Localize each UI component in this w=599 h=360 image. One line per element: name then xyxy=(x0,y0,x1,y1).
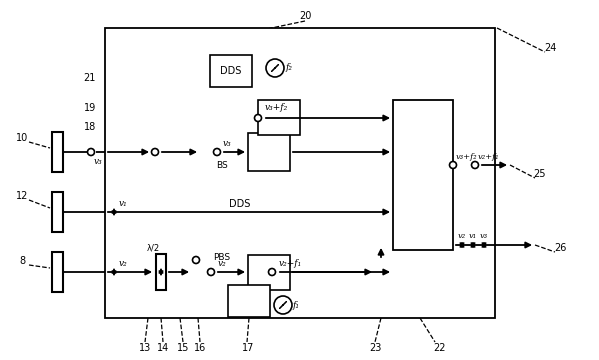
Circle shape xyxy=(87,148,95,156)
Text: v₂+f₁: v₂+f₁ xyxy=(279,258,302,267)
Text: v₂+f₁: v₂+f₁ xyxy=(478,153,500,161)
Text: v₃: v₃ xyxy=(223,139,231,148)
Bar xyxy=(228,285,270,317)
Circle shape xyxy=(192,256,199,264)
Circle shape xyxy=(255,114,262,122)
Bar xyxy=(52,192,63,232)
Text: v₃+f₂: v₃+f₂ xyxy=(264,104,288,112)
Text: 12: 12 xyxy=(16,191,28,201)
Text: v₂: v₂ xyxy=(119,260,128,269)
Circle shape xyxy=(274,296,292,314)
Circle shape xyxy=(213,148,220,156)
Text: v₃+f₂: v₃+f₂ xyxy=(456,153,478,161)
Text: v₂: v₂ xyxy=(217,258,226,267)
Bar xyxy=(52,252,63,292)
Text: 14: 14 xyxy=(157,343,169,353)
Bar xyxy=(156,254,166,290)
Text: v₃: v₃ xyxy=(480,232,488,240)
Text: 22: 22 xyxy=(434,343,446,353)
Bar xyxy=(105,28,495,318)
Bar xyxy=(258,100,300,135)
Text: f₂: f₂ xyxy=(286,63,292,72)
Text: 19: 19 xyxy=(84,103,96,113)
Circle shape xyxy=(268,269,276,275)
Text: DDS: DDS xyxy=(229,199,251,209)
Text: 25: 25 xyxy=(534,169,546,179)
Text: v₁: v₁ xyxy=(469,232,477,240)
Text: 23: 23 xyxy=(369,343,381,353)
Bar xyxy=(248,133,290,171)
Text: v₃: v₃ xyxy=(93,157,102,166)
Bar xyxy=(52,132,63,172)
Text: v₂: v₂ xyxy=(458,232,466,240)
Text: 8: 8 xyxy=(19,256,25,266)
Text: 24: 24 xyxy=(544,43,556,53)
Circle shape xyxy=(266,59,284,77)
Text: 20: 20 xyxy=(299,11,311,21)
Circle shape xyxy=(471,162,479,168)
Text: λ/2: λ/2 xyxy=(146,243,159,252)
Text: 18: 18 xyxy=(84,122,96,132)
Text: 26: 26 xyxy=(554,243,566,253)
Text: PBS: PBS xyxy=(213,253,230,262)
Circle shape xyxy=(207,269,214,275)
Text: v₁: v₁ xyxy=(119,199,128,208)
Bar xyxy=(210,55,252,87)
Text: 13: 13 xyxy=(139,343,151,353)
Text: 10: 10 xyxy=(16,133,28,143)
Text: 16: 16 xyxy=(194,343,206,353)
Text: 15: 15 xyxy=(177,343,189,353)
Text: 21: 21 xyxy=(84,73,96,83)
Text: 17: 17 xyxy=(242,343,254,353)
Bar xyxy=(248,255,290,290)
Bar xyxy=(393,100,453,250)
Text: BS: BS xyxy=(216,162,228,171)
Circle shape xyxy=(152,148,159,156)
Circle shape xyxy=(449,162,456,168)
Text: DDS: DDS xyxy=(220,66,241,76)
Text: f₁: f₁ xyxy=(292,301,300,310)
